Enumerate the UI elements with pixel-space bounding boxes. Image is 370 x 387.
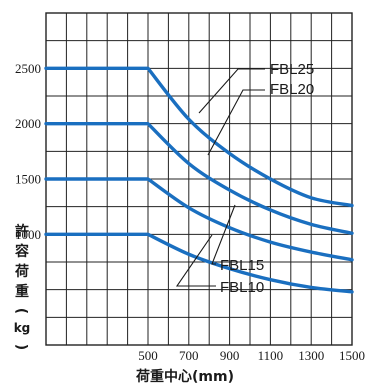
x-tick-label: 900 xyxy=(220,348,240,363)
series-line-fbl20 xyxy=(44,121,354,235)
x-tick-label: 500 xyxy=(138,348,158,363)
series-line-fbl10 xyxy=(44,232,354,294)
y-tick-label: 2000 xyxy=(15,116,41,131)
y-tick-label: 2500 xyxy=(15,61,41,76)
y-axis-title-char: 重 xyxy=(15,283,29,300)
leader-line-fbl15 xyxy=(211,204,236,265)
series-label-fbl15: FBL15 xyxy=(220,257,264,274)
series-label-fbl25: FBL25 xyxy=(270,61,314,78)
y-axis-title-char: kg xyxy=(14,321,31,335)
x-axis-title: 荷重中心(mm) xyxy=(135,368,234,385)
series-line-fbl25 xyxy=(44,66,354,208)
leader-lines xyxy=(175,68,265,287)
labels: 1000 1500 2000 2500 500 700 900 1100 1300 1500 FBL… xyxy=(13,61,365,385)
leader-line-fbl20 xyxy=(207,89,265,156)
series-label-fbl20: FBL20 xyxy=(270,81,314,98)
series-line-fbl15 xyxy=(44,177,354,262)
x-tick-label: 1100 xyxy=(258,348,284,363)
y-axis-title-char: 許 xyxy=(15,223,29,240)
y-axis-title-char: ( xyxy=(13,308,29,314)
y-tick-label: 1000 xyxy=(15,227,41,242)
y-tick-label: 1500 xyxy=(15,172,41,187)
x-tick-label: 1300 xyxy=(298,348,324,363)
leader-line-fbl25 xyxy=(198,68,265,114)
x-tick-label: 1500 xyxy=(339,348,365,363)
y-axis-title-char: ) xyxy=(13,344,29,350)
leader-line-fbl10 xyxy=(175,234,216,287)
series-lines xyxy=(44,66,354,294)
y-axis-title-char: 容 xyxy=(14,243,29,260)
y-axis-title-char: 荷 xyxy=(14,263,29,280)
x-tick-label: 700 xyxy=(179,348,199,363)
series-label-fbl10: FBL10 xyxy=(220,279,264,296)
